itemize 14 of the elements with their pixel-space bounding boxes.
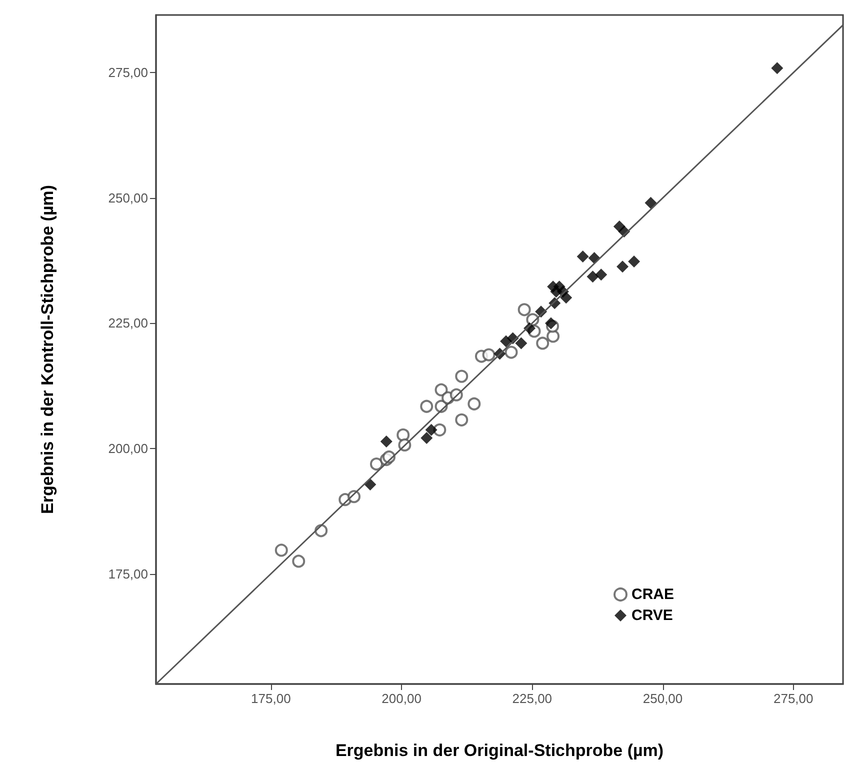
x-tick-label: 200,00 (382, 691, 422, 706)
y-tick-label: 225,00 (108, 316, 148, 331)
x-tick-label: 275,00 (773, 691, 814, 706)
x-tick-label: 175,00 (251, 691, 291, 706)
y-tick-label: 250,00 (108, 190, 148, 206)
x-tick-label: 225,00 (512, 691, 552, 706)
y-tick-label: 275,00 (108, 65, 148, 80)
legend-label: CRAE (632, 586, 674, 603)
legend-label: CRVE (632, 607, 673, 624)
y-axis-title: Ergebnis in der Kontroll-Stichprobe (µm) (38, 184, 57, 514)
x-axis-title: Ergebnis in der Original-Stichprobe (µm) (335, 741, 664, 760)
y-tick-label: 200,00 (108, 440, 148, 456)
y-tick-label: 175,00 (108, 566, 148, 582)
x-tick-label: 250,00 (642, 691, 683, 706)
